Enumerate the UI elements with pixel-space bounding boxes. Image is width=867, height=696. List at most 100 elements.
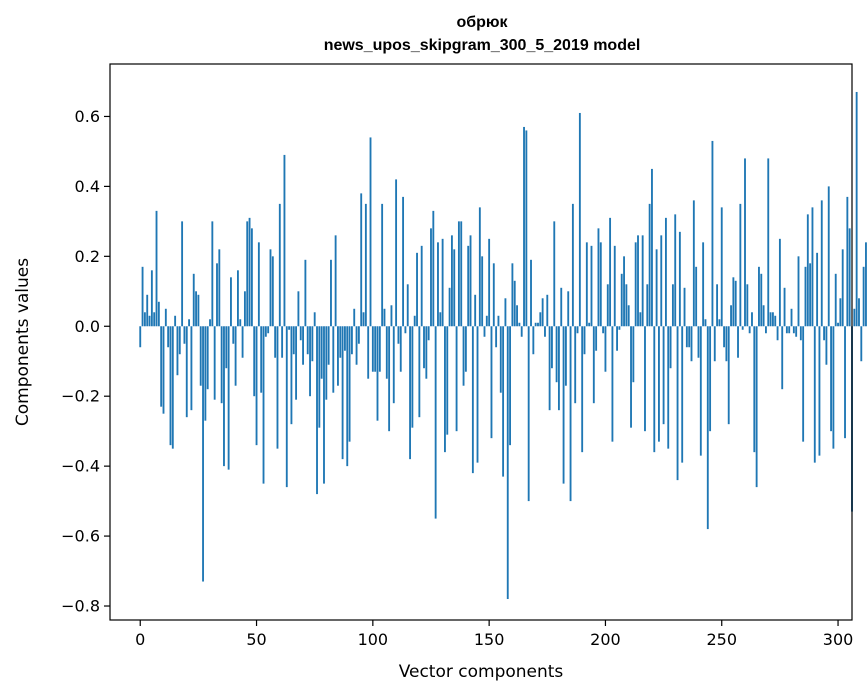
- bar: [271, 256, 274, 327]
- bar: [585, 242, 588, 327]
- bar: [685, 326, 688, 348]
- bar: [325, 326, 328, 400]
- bar: [204, 326, 207, 421]
- bar: [641, 235, 644, 327]
- bar: [578, 112, 581, 327]
- bar: [818, 326, 821, 456]
- bar: [711, 140, 714, 327]
- bar: [362, 312, 365, 327]
- plot-frame: [109, 63, 853, 621]
- bar: [453, 249, 456, 327]
- bar: [232, 326, 235, 344]
- bar: [739, 203, 742, 327]
- bar: [171, 326, 174, 449]
- bar: [181, 221, 184, 327]
- bar: [397, 326, 400, 344]
- bar: [153, 312, 156, 327]
- x-tick-label: 250: [706, 630, 737, 649]
- bar: [811, 207, 814, 327]
- bar: [758, 266, 760, 327]
- bar: [583, 326, 586, 355]
- bar: [332, 326, 335, 393]
- bar: [658, 326, 660, 442]
- bar: [239, 319, 242, 327]
- bar: [162, 326, 165, 414]
- bar: [760, 273, 763, 327]
- bar: [437, 242, 439, 327]
- bar: [278, 203, 281, 327]
- bar: [802, 326, 805, 442]
- bar: [434, 326, 437, 519]
- bar: [371, 326, 374, 372]
- bar: [567, 291, 570, 327]
- bar: [150, 270, 153, 327]
- bar: [771, 312, 774, 327]
- bar: [148, 315, 151, 327]
- bar: [306, 326, 309, 355]
- bar: [139, 326, 142, 348]
- bar: [416, 252, 418, 327]
- bar: [285, 326, 288, 488]
- bar: [374, 326, 377, 372]
- bar: [206, 326, 209, 390]
- bar: [683, 287, 686, 327]
- bar: [160, 326, 163, 407]
- bar: [597, 228, 600, 327]
- bar: [323, 326, 325, 484]
- bar: [716, 284, 719, 327]
- bar: [671, 284, 674, 327]
- bar: [481, 256, 484, 327]
- bar: [860, 326, 863, 362]
- bar: [557, 326, 560, 411]
- bar: [588, 322, 591, 327]
- bar: [806, 214, 809, 327]
- bar: [660, 235, 663, 327]
- bar: [478, 207, 481, 327]
- bar: [844, 326, 846, 439]
- bar: [476, 326, 479, 463]
- bar: [737, 326, 739, 358]
- bar: [767, 158, 770, 327]
- bar: [262, 326, 265, 484]
- bar: [378, 326, 381, 372]
- bar: [690, 326, 693, 362]
- bar: [616, 326, 618, 351]
- bar: [334, 235, 337, 327]
- bar: [199, 326, 202, 386]
- bar: [527, 326, 530, 502]
- bar: [146, 294, 149, 327]
- bar: [471, 326, 474, 474]
- bar: [837, 322, 839, 327]
- bar: [674, 214, 677, 327]
- bar: [644, 326, 646, 432]
- bar: [865, 242, 867, 327]
- bar: [225, 326, 228, 369]
- bar: [195, 291, 197, 327]
- bar: [316, 326, 318, 495]
- bar: [778, 238, 781, 327]
- bar: [141, 266, 144, 327]
- bar: [320, 326, 323, 379]
- bar: [634, 242, 637, 327]
- bar: [346, 326, 349, 467]
- bar: [509, 326, 511, 446]
- bar: [276, 326, 279, 449]
- bar: [830, 326, 832, 432]
- bar: [746, 284, 749, 327]
- bar: [281, 326, 284, 358]
- bar: [311, 326, 314, 362]
- bar: [855, 91, 858, 327]
- bar: [483, 326, 486, 337]
- bar: [755, 326, 758, 488]
- y-tick-label: −0.2: [61, 387, 100, 406]
- bar: [681, 326, 684, 463]
- bar: [667, 326, 670, 449]
- y-axis-ticks: −0.8 −0.6 −0.4 −0.2 0.0 0.2 0.4 0.6: [61, 107, 110, 616]
- bar: [185, 326, 188, 418]
- bar: [143, 312, 146, 327]
- bar: [753, 326, 756, 453]
- bar: [799, 326, 802, 341]
- bar: [439, 312, 442, 327]
- bar: [692, 200, 695, 327]
- bar: [385, 326, 388, 379]
